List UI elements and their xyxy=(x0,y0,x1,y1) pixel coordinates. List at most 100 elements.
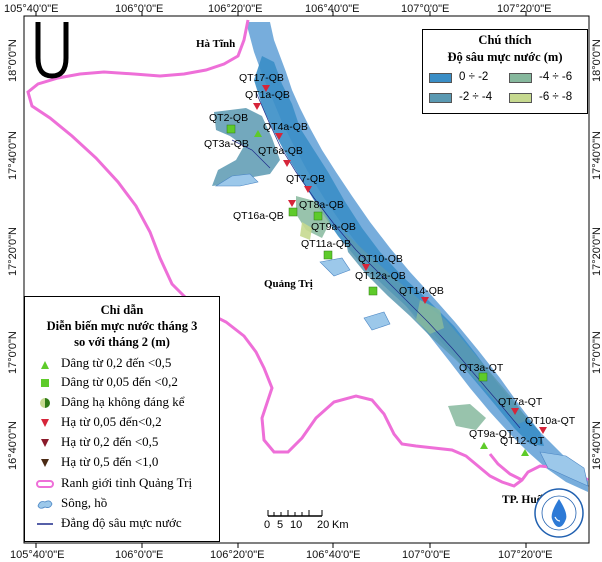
svg-text:17°20'0"N: 17°20'0"N xyxy=(591,227,602,276)
svg-text:17°20'0"N: 17°20'0"N xyxy=(7,227,19,276)
svg-text:QT7-QB: QT7-QB xyxy=(286,173,325,185)
well-qt17-qb: QT17-QB xyxy=(239,72,284,92)
well-qt7-qb: QT7-QB xyxy=(286,173,325,193)
triangle-down-dark-icon xyxy=(41,439,49,447)
symbol-guide: Chỉ dẫn Diễn biến mực nước tháng 3 so vớ… xyxy=(24,296,220,542)
svg-text:QT16a-QB: QT16a-QB xyxy=(233,210,284,222)
half-circle-icon xyxy=(40,398,50,408)
well-qt3a-qb: QT3a-QB xyxy=(204,130,262,150)
triangle-down-brown-icon xyxy=(41,459,49,467)
guide-item-rise-low: Dâng từ 0,05 đến <0,2 xyxy=(61,374,178,389)
scale-tick-0: 0 xyxy=(264,519,271,531)
well-qt8a-qb: QT8a-QB xyxy=(288,199,344,211)
province-boundary xyxy=(26,19,589,488)
scale-bar: 0 5 10 20 Km xyxy=(262,508,362,534)
svg-text:QT12-QT: QT12-QT xyxy=(500,435,545,447)
svg-text:105°40'0"E: 105°40'0"E xyxy=(4,3,58,15)
well-qt11a-qb: QT11a-QB xyxy=(301,238,351,260)
svg-text:QT11a-QB: QT11a-QB xyxy=(301,238,351,250)
zone-depth-0-2 xyxy=(254,56,544,446)
svg-text:QT2-QB: QT2-QB xyxy=(209,112,248,124)
svg-text:QT3a-QB: QT3a-QB xyxy=(204,138,249,150)
scale-bar-graphic xyxy=(267,510,323,517)
square-green-icon xyxy=(41,379,49,387)
triangle-up-green-icon xyxy=(41,361,49,369)
svg-text:QT9a-QB: QT9a-QB xyxy=(311,221,356,233)
svg-text:QT12a-QB: QT12a-QB xyxy=(355,270,406,282)
well-qt12-qt: QT12-QT xyxy=(500,435,545,456)
legend-label-0-2: 0 ÷ -2 xyxy=(459,71,489,83)
svg-text:17°40'0"N: 17°40'0"N xyxy=(591,131,602,180)
svg-text:107°0'0"E: 107°0'0"E xyxy=(402,549,450,561)
guide-item-drop-low: Hạ từ 0,05 đến<0,2 xyxy=(61,414,162,429)
scale-tick-20: 20 xyxy=(317,519,330,531)
well-qt2-qb: QT2-QB xyxy=(209,112,248,134)
svg-text:QT14-QB: QT14-QB xyxy=(399,285,444,297)
place-tp-hue: TP. Huế xyxy=(502,494,542,506)
depth-legend: Chú thích Độ sâu mực nước (m) 0 ÷ -2 -4 … xyxy=(422,29,588,114)
organization-logo xyxy=(530,487,588,539)
legend-title: Chú thích xyxy=(478,33,532,47)
sea-strip xyxy=(246,22,588,492)
guide-item-stable: Dâng hạ không đáng kể xyxy=(61,394,185,409)
svg-text:QT8a-QB: QT8a-QB xyxy=(299,199,344,211)
svg-text:18°0'0"N: 18°0'0"N xyxy=(7,39,19,82)
legend-swatch-4-6 xyxy=(509,73,532,83)
contour-line-icon xyxy=(37,523,53,525)
guide-subtitle-1: Diễn biến mực nước tháng 3 xyxy=(46,319,198,333)
depth-contours xyxy=(231,91,521,429)
scale-tick-10: 10 xyxy=(290,519,303,531)
legend-label-6-8: -6 ÷ -8 xyxy=(539,91,573,103)
legend-subtitle: Độ sâu mực nước (m) xyxy=(447,50,563,64)
well-qt4a-qb: QT4a-QB xyxy=(263,121,308,140)
legend-label-2-4: -2 ÷ -4 xyxy=(459,91,493,103)
well-qt6a-qb: QT6a-QB xyxy=(258,145,303,167)
triangle-down-red-icon xyxy=(41,419,49,427)
well-qt10a-qt: QT10a-QT xyxy=(525,415,576,434)
legend-swatch-0-2 xyxy=(429,73,452,83)
svg-text:106°0'0"E: 106°0'0"E xyxy=(115,3,163,15)
svg-text:107°20'0"E: 107°20'0"E xyxy=(498,549,552,561)
zone-depth-4-6-c xyxy=(448,404,486,430)
legend-label-4-6: -4 ÷ -6 xyxy=(539,71,573,83)
svg-text:106°20'0"E: 106°20'0"E xyxy=(210,549,264,561)
well-qt3a-qt: QT3a-QT xyxy=(459,362,504,382)
guide-item-water: Sông, hồ xyxy=(61,495,108,510)
left-coordinates: 18°0'0"N 17°40'0"N 17°20'0"N 17°0'0"N 16… xyxy=(7,39,19,470)
legend-swatch-6-8 xyxy=(509,93,532,103)
svg-text:QT10-QB: QT10-QB xyxy=(358,253,403,265)
legend-swatch-2-4 xyxy=(429,93,452,103)
well-qt7a-qt: QT7a-QT xyxy=(498,396,543,415)
guide-item-drop-mid: Hạ từ 0,2 đến <0,5 xyxy=(61,434,159,449)
svg-text:QT9a-QT: QT9a-QT xyxy=(469,428,514,440)
svg-text:QT1a-QB: QT1a-QB xyxy=(245,89,290,101)
guide-title: Chỉ dẫn xyxy=(100,303,144,317)
svg-text:QT10a-QT: QT10a-QT xyxy=(525,415,576,427)
water-drop-icon xyxy=(534,488,584,538)
scale-unit: Km xyxy=(332,519,349,531)
svg-text:106°40'0"E: 106°40'0"E xyxy=(305,3,359,15)
well-qt9a-qt: QT9a-QT xyxy=(469,428,514,449)
guide-item-drop-high: Hạ từ 0,5 đến <1,0 xyxy=(61,454,159,469)
bottom-coordinates: 105°40'0"E 106°0'0"E 106°20'0"E 106°40'0… xyxy=(10,549,552,561)
frame-ticks xyxy=(35,11,527,548)
well-markers: QT17-QB QT1a-QB QT2-QB QT4a-QB QT3a-QB Q… xyxy=(204,72,576,456)
well-qt9a-qb: QT9a-QB xyxy=(311,211,356,233)
svg-text:17°40'0"N: 17°40'0"N xyxy=(7,131,19,180)
guide-item-contour: Đẳng độ sâu mực nước xyxy=(61,515,182,530)
svg-text:16°40'0"N: 16°40'0"N xyxy=(591,421,602,470)
svg-text:106°20'0"E: 106°20'0"E xyxy=(208,3,262,15)
well-qt14-qb: QT14-QB xyxy=(399,285,444,304)
well-qt12a-qb: QT12a-QB xyxy=(355,270,406,296)
svg-text:107°0'0"E: 107°0'0"E xyxy=(401,3,449,15)
zone-depth-6-8 xyxy=(300,222,312,240)
water-icon xyxy=(37,500,53,509)
svg-text:107°20'0"E: 107°20'0"E xyxy=(497,3,551,15)
svg-text:QT17-QB: QT17-QB xyxy=(239,72,284,84)
svg-text:106°40'0"E: 106°40'0"E xyxy=(306,549,360,561)
svg-text:QT7a-QT: QT7a-QT xyxy=(498,396,543,408)
guide-subtitle-2: so với tháng 2 (m) xyxy=(74,335,170,349)
right-coordinates: 18°0'0"N 17°40'0"N 17°20'0"N 17°0'0"N 16… xyxy=(591,39,602,470)
place-quang-tri: Quảng Trị xyxy=(264,278,313,290)
svg-text:QT3a-QT: QT3a-QT xyxy=(459,362,504,374)
